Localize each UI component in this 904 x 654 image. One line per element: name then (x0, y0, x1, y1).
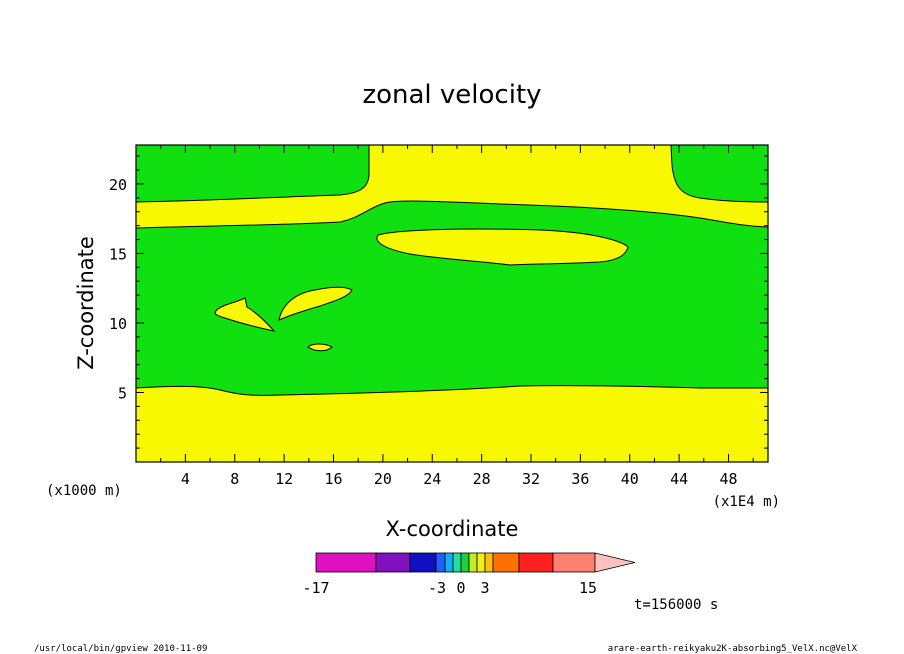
elongated-yellow-blob (376, 228, 629, 266)
upper-yellow-band (135, 144, 769, 229)
y-tick-labels: 5 10 15 20 (109, 176, 127, 403)
time-label: t=156000 s (634, 597, 718, 613)
colorbar-swatch (375, 552, 411, 573)
x-tick-labels: 4 8 12 16 20 24 28 32 36 40 44 48 (181, 470, 738, 488)
x-tick-label: 44 (670, 470, 688, 488)
chart-title: zonal velocity (362, 80, 541, 110)
colorbar-swatch (476, 552, 486, 573)
colorbar-labels: -17 -3 0 3 15 (302, 579, 597, 597)
plot-frame (135, 144, 769, 463)
x-unit-note: (x1000 m) (46, 483, 122, 499)
lower-yellow-band (135, 385, 769, 463)
colorbar-swatch (444, 552, 454, 573)
x-tick-label: 36 (571, 470, 589, 488)
x-tick-label: 12 (275, 470, 293, 488)
colorbar-label: 0 (456, 579, 465, 597)
colorbar-swatch (484, 552, 494, 573)
colorbar-label: -17 (302, 579, 329, 597)
footer-right: arare-earth-reikyaku2K-absorbing5_VelX.n… (608, 644, 858, 654)
colorbar-swatch (435, 552, 446, 573)
x-tick-label: 24 (423, 470, 441, 488)
colorbar-swatch (492, 552, 520, 573)
colorbar-swatch (452, 552, 462, 573)
plot-area (135, 144, 769, 463)
colorbar-extension (594, 552, 636, 573)
colorbar-label: 3 (480, 579, 489, 597)
x-tick-label: 40 (621, 470, 639, 488)
colorbar-swatch (315, 552, 377, 573)
x-axis-label: X-coordinate (386, 517, 519, 541)
x-tick-label: 16 (324, 470, 342, 488)
colorbar-swatch (518, 552, 554, 573)
colorbar-label: -3 (428, 579, 446, 597)
colorbar (315, 552, 636, 573)
y-tick-label: 20 (109, 176, 127, 194)
y-axis-label: Z-coordinate (74, 236, 98, 370)
x-tick-label: 20 (374, 470, 392, 488)
colorbar-swatch (460, 552, 470, 573)
y-tick-label: 5 (118, 384, 127, 402)
colorbar-label: 15 (579, 579, 597, 597)
x-tick-label: 32 (522, 470, 540, 488)
x-tick-label: 4 (181, 470, 190, 488)
x-tick-label: 28 (473, 470, 491, 488)
y-tick-label: 15 (109, 245, 127, 263)
colorbar-swatch (409, 552, 437, 573)
colorbar-swatch (468, 552, 478, 573)
axis-ticks (136, 145, 768, 462)
small-yellow-blob-2 (278, 286, 353, 321)
footer-left: /usr/local/bin/gpview 2010-11-09 (34, 644, 207, 654)
x-scale-note: (x1E4 m) (713, 494, 780, 510)
x-tick-label: 8 (230, 470, 239, 488)
y-tick-label: 10 (109, 315, 127, 333)
colorbar-swatch (552, 552, 596, 573)
small-yellow-blob-3 (307, 343, 333, 352)
x-tick-label: 48 (719, 470, 737, 488)
small-yellow-blob-1 (214, 297, 276, 332)
